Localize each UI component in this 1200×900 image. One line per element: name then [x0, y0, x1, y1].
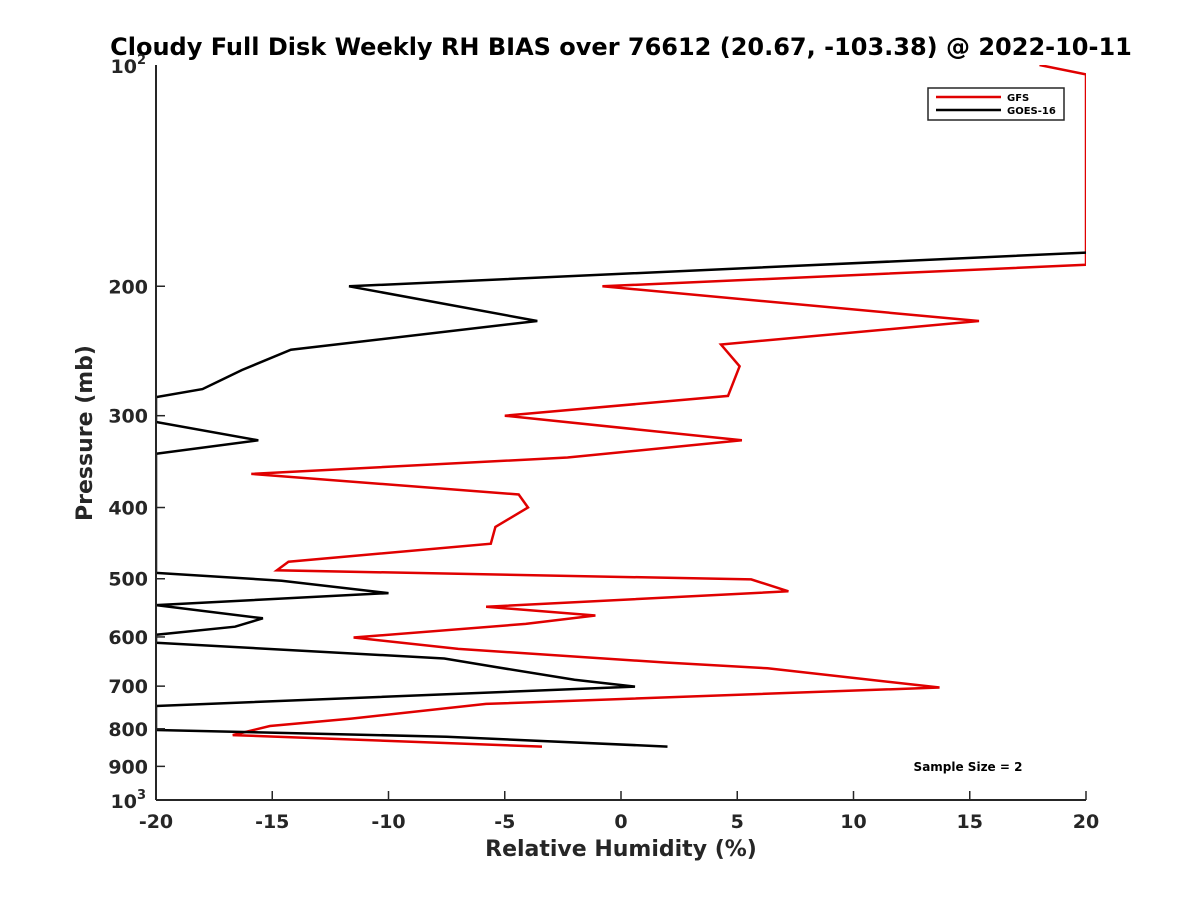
legend-box — [927, 87, 1065, 121]
x-tick-label: -15 — [255, 811, 289, 833]
x-tick-label: 20 — [1073, 811, 1099, 833]
x-tick-label: 0 — [614, 811, 627, 833]
x-axis-label: Relative Humidity (%) — [485, 837, 757, 862]
series-line-gfs — [232, 65, 1086, 748]
legend: GFS GOES-16 — [927, 87, 1065, 121]
x-tick-label: -10 — [371, 811, 405, 833]
sample-size-annotation: Sample Size = 2 — [914, 760, 1023, 774]
y-tick-label: 200 — [108, 276, 148, 298]
chart-title: Cloudy Full Disk Weekly RH BIAS over 766… — [110, 33, 1132, 61]
series-line-goes16 — [156, 251, 1086, 748]
y-axis-label: Pressure (mb) — [73, 345, 98, 521]
y-tick-label: 300 — [108, 406, 148, 428]
x-tick-label: 10 — [840, 811, 866, 833]
plot-lines — [156, 65, 1086, 748]
x-tick-label: -5 — [494, 811, 515, 833]
y-tick-label: 400 — [108, 498, 148, 520]
x-tick-label: 5 — [731, 811, 744, 833]
y-tick-label: 600 — [108, 627, 148, 649]
x-ticks: -20 -15 -10 -5 0 5 10 15 20 — [139, 791, 1099, 833]
y-tick-label: 700 — [108, 676, 148, 698]
legend-label-goes16: GOES-16 — [1007, 106, 1056, 117]
legend-label-gfs: GFS — [1007, 93, 1029, 104]
y-edge-label: 102 — [111, 53, 147, 78]
axes — [155, 65, 1086, 801]
y-tick-label: 800 — [108, 719, 148, 741]
y-tick-label: 900 — [108, 756, 148, 778]
y-edge-label: 103 — [111, 788, 147, 813]
y-tick-label: 500 — [108, 569, 148, 591]
y-ticks: 200 300 400 500 600 700 800 900 102 103 — [108, 53, 165, 813]
x-tick-label: -20 — [139, 811, 173, 833]
x-tick-label: 15 — [957, 811, 983, 833]
